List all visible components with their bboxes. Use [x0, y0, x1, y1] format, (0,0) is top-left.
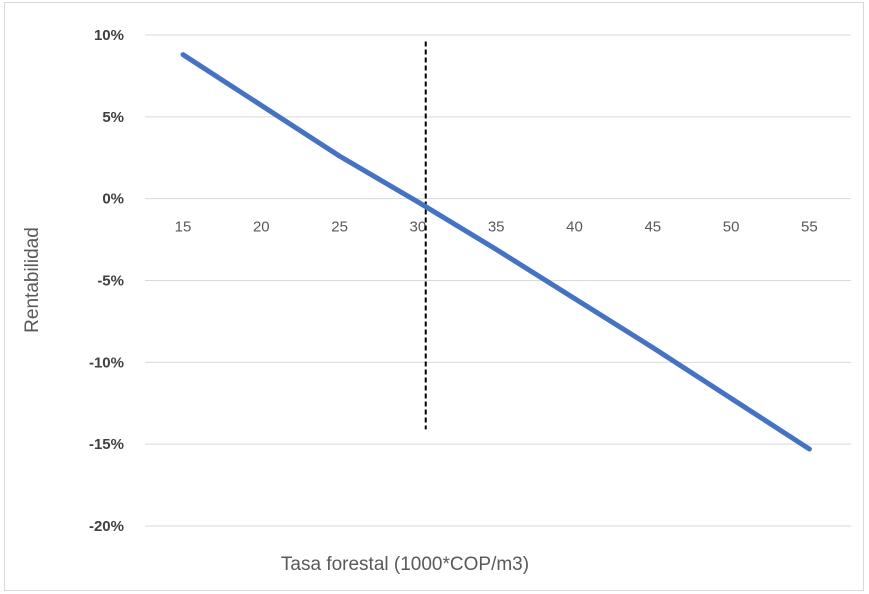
- y-axis-title: Rentabilidad: [22, 227, 43, 333]
- x-axis-tick-labels: 15 20 25 30 35 40 45 50 55: [175, 219, 818, 236]
- y-tick-label: -15%: [89, 436, 124, 453]
- y-tick-label: 10%: [94, 27, 124, 44]
- x-tick-label: 25: [331, 219, 348, 236]
- series-group: [180, 52, 812, 452]
- y-axis-tick-labels: 10% 5% 0% -5% -10% -15% -20%: [89, 27, 124, 535]
- x-tick-label: 45: [644, 219, 661, 236]
- x-tick-label: 30: [410, 219, 427, 236]
- y-tick-label: -20%: [89, 518, 124, 535]
- gridlines: [145, 34, 851, 527]
- x-tick-label: 40: [566, 219, 583, 236]
- x-tick-label: 35: [488, 219, 505, 236]
- y-tick-label: -5%: [97, 273, 124, 290]
- y-tick-label: -10%: [89, 354, 124, 371]
- x-tick-label: 20: [253, 219, 270, 236]
- x-tick-label: 50: [723, 219, 740, 236]
- x-tick-label: 15: [175, 219, 192, 236]
- chart-frame: [4, 2, 864, 591]
- y-tick-label: 0%: [102, 191, 124, 208]
- y-tick-label: 5%: [102, 109, 124, 126]
- series-line: [180, 52, 812, 452]
- x-tick-label: 55: [801, 219, 818, 236]
- x-axis-title: Tasa forestal (1000*COP/m3): [281, 554, 529, 575]
